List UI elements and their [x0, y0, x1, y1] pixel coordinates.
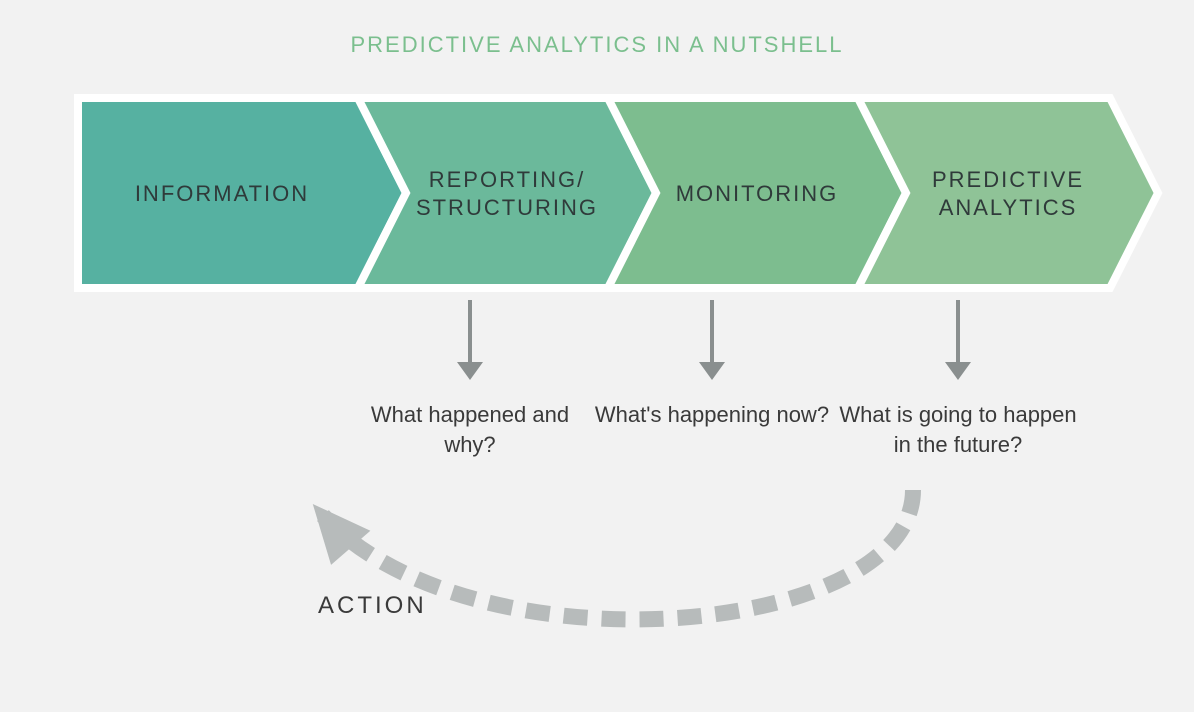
chevron-label-3-0: PREDICTIVE [932, 167, 1084, 192]
chevron-label-1-0: REPORTING/ [429, 167, 586, 192]
chevron-flow: INFORMATION REPORTING/STRUCTURING MONITORI… [0, 0, 1194, 712]
diagram-canvas: PREDICTIVE ANALYTICS IN A NUTSHELL INFOR… [0, 0, 1194, 712]
chevron-label-3-1: ANALYTICS [939, 195, 1078, 220]
question-text-0: What happened and why? [350, 400, 590, 459]
question-text-1: What's happening now? [592, 400, 832, 430]
chevron-step-3 [858, 98, 1158, 288]
chevron-step-1 [358, 98, 656, 288]
question-text-2: What is going to happen in the future? [838, 400, 1078, 459]
chevron-label-2-0: MONITORING [676, 181, 839, 206]
action-label: ACTION [318, 592, 427, 620]
chevron-label-0-0: INFORMATION [135, 181, 309, 206]
chevron-label-1-1: STRUCTURING [416, 195, 598, 220]
